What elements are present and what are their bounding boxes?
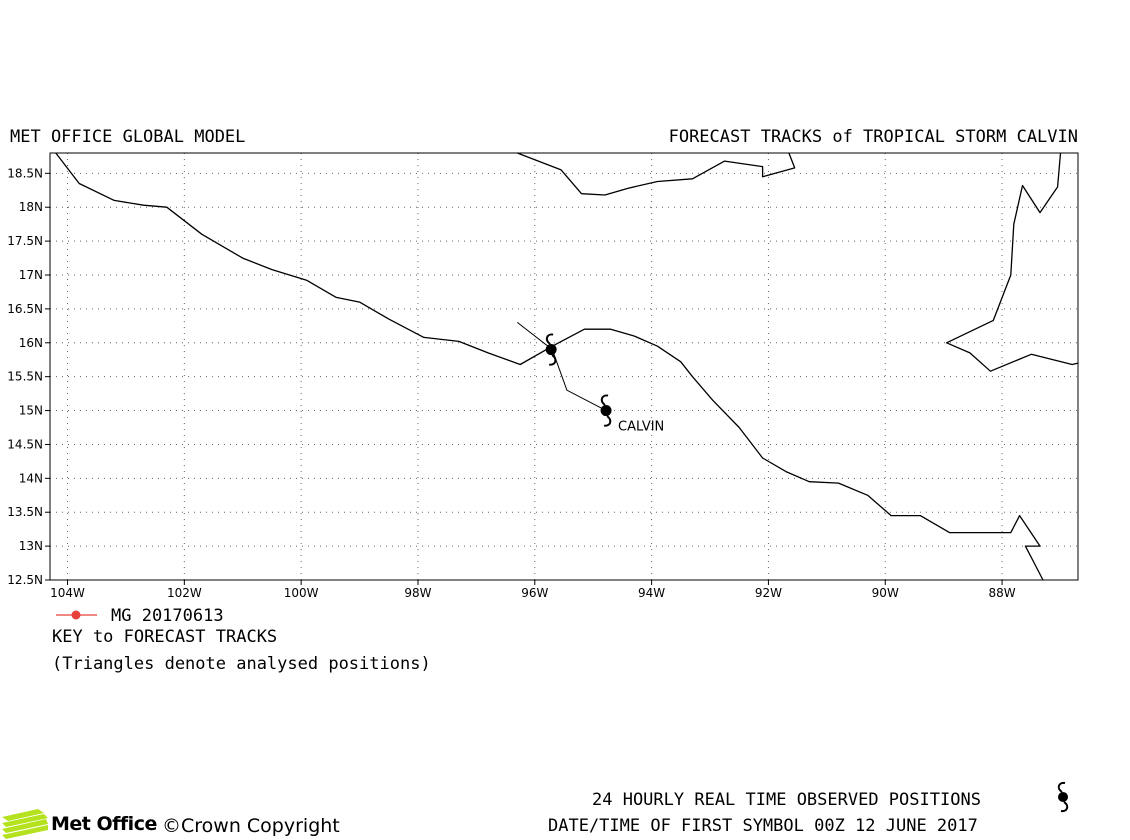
- lat-tick-label: 18N: [19, 200, 43, 214]
- lat-tick-label: 17.5N: [7, 234, 43, 248]
- right-title: FORECAST TRACKS of TROPICAL STORM CALVIN: [668, 127, 1078, 147]
- copyright-text: ©Crown Copyright: [162, 815, 340, 837]
- met-office-logo-icon: [2, 809, 48, 839]
- lon-tick-label: 92W: [755, 586, 782, 600]
- lat-tick-label: 14.5N: [7, 437, 43, 451]
- lat-tick-label: 13N: [19, 539, 43, 553]
- lon-tick-label: 104W: [50, 586, 85, 600]
- lat-tick-label: 16.5N: [7, 302, 43, 316]
- map-frame: [49, 152, 1079, 581]
- lon-tick-label: 100W: [284, 586, 319, 600]
- coastline: [517, 152, 796, 196]
- lat-tick-label: 18.5N: [7, 166, 43, 180]
- observed-position-icon: [1057, 781, 1069, 813]
- coastlines: [55, 152, 1079, 581]
- key-note: (Triangles denote analysed positions): [52, 654, 431, 674]
- forecast-legend-label: MG 20170613: [111, 606, 224, 626]
- key-title: KEY to FORECAST TRACKS: [52, 627, 278, 647]
- observed-track: [516, 322, 607, 412]
- coastline: [945, 152, 1079, 372]
- lat-tick-label: 15N: [19, 404, 43, 418]
- observed-track-line: [516, 322, 607, 412]
- storm-position-marker: [545, 333, 557, 366]
- grid-lines: [50, 153, 1078, 581]
- forecast-legend-symbol: [56, 610, 97, 620]
- storm-symbols: [545, 333, 612, 427]
- lat-tick-label: 17N: [19, 268, 43, 282]
- lat-tick-label: 15.5N: [7, 370, 43, 384]
- lon-tick-label: 90W: [872, 586, 899, 600]
- lon-tick-label: 102W: [167, 586, 202, 600]
- lat-tick-label: 12.5N: [7, 573, 43, 587]
- first-symbol-datetime: DATE/TIME OF FIRST SYMBOL 00Z 12 JUNE 20…: [548, 816, 978, 836]
- lat-tick-label: 13.5N: [7, 505, 43, 519]
- lat-tick-label: 16N: [19, 336, 43, 350]
- latitude-ticks: 18.5N 18N 17.5N 17N 16.5N 16N 15.5N 15N 14.5N 14N…: [7, 166, 50, 587]
- met-office-logo-text: Met Office: [51, 813, 157, 835]
- lon-tick-label: 88W: [988, 586, 1015, 600]
- storm-position-marker: [600, 394, 612, 427]
- coastline: [55, 152, 1044, 581]
- lon-tick-label: 94W: [638, 586, 665, 600]
- lon-tick-label: 96W: [521, 586, 548, 600]
- left-title: MET OFFICE GLOBAL MODEL: [10, 127, 246, 147]
- storm-name-label: CALVIN: [618, 420, 664, 435]
- lon-tick-label: 98W: [404, 586, 431, 600]
- observed-positions-note: 24 HOURLY REAL TIME OBSERVED POSITIONS: [592, 790, 981, 810]
- longitude-ticks: 104W 102W 100W 98W 96W 94W 92W 90W 88W: [50, 580, 1016, 600]
- lat-tick-label: 14N: [19, 471, 43, 485]
